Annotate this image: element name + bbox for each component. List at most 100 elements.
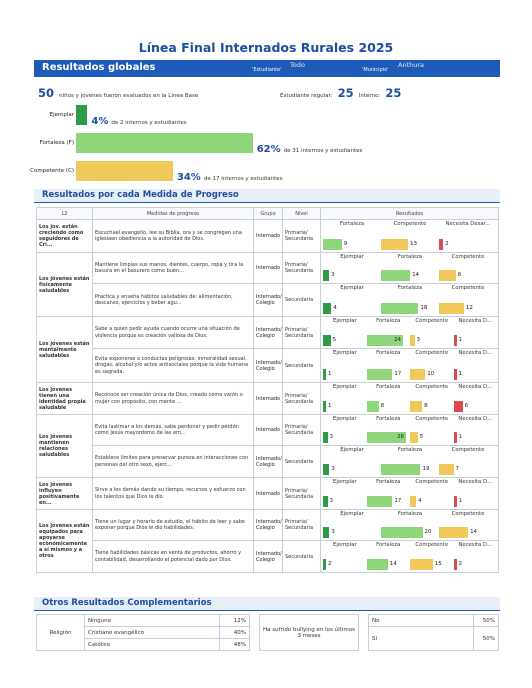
result-cell: 9	[323, 239, 377, 250]
result-bar	[410, 432, 418, 443]
result-cell: 3	[410, 335, 450, 346]
col-nivel: Nivel	[282, 207, 321, 220]
religion-pct: 48%	[219, 638, 250, 651]
global-bar-detail: de 17 internos y estudiantes	[203, 176, 283, 182]
table-row: Evita exponerse a conductas peligrosas: …	[37, 348, 499, 383]
row-grupo: Internado	[253, 382, 283, 415]
row-grupo: Internado/ Colegio	[253, 540, 283, 573]
municipio-filter-label: 'Municipio'	[362, 67, 389, 73]
result-bar	[323, 270, 330, 281]
row-measure: Tiene habilidades básicas en venta de pr…	[92, 540, 254, 573]
result-cell: 3	[323, 432, 363, 443]
row-measure: Tiene un lugar y horario de estudio, el …	[92, 509, 254, 541]
result-cell: 1	[453, 369, 494, 380]
global-bar	[76, 105, 88, 125]
row-measure: Establece límites para preservar pureza …	[92, 445, 254, 478]
progress-area: Los jóvenes están equipados para apoyars…	[36, 509, 93, 573]
result-label: Competente	[415, 384, 449, 390]
result-cell: 1	[323, 369, 363, 380]
result-label: Necesita D...	[458, 542, 493, 548]
global-bar-annotation: 34% de 17 internos y estudiantes	[177, 165, 283, 184]
global-bar-label: Fortaleza (F)	[39, 140, 75, 146]
result-cell: 14	[381, 270, 435, 281]
row-grupo: Internado	[253, 252, 283, 284]
result-cell: 15	[410, 559, 450, 570]
result-label: Fortaleza	[376, 318, 401, 324]
religion-item: Cristiano evangélico	[84, 626, 220, 639]
result-label: Ejemplar	[333, 542, 357, 548]
row-measure: Reconoce ser creación única de Dios, cre…	[92, 382, 254, 415]
progress-area-label: Los jóvenes influyen positivamente en...	[39, 481, 80, 506]
result-bar	[323, 559, 327, 570]
global-bar-percent: 62%	[256, 144, 281, 155]
result-label: Fortaleza	[397, 285, 423, 291]
progress-section-title: Resultados por cada Medida de Progreso	[34, 189, 500, 203]
result-bar	[410, 401, 423, 412]
global-bar-detail: de 31 internos y estudiantes	[283, 148, 363, 154]
result-bar	[410, 496, 417, 507]
row-measure: Escuchael evangelio, lee su Biblia, ora …	[92, 219, 254, 253]
result-label: Ejemplar	[333, 416, 357, 422]
table-row: Los jov. están creciendo como seguidores…	[36, 219, 499, 253]
result-label: Competente	[451, 511, 485, 517]
table-row: Los jóvenes están mentalmente saludables…	[36, 316, 499, 383]
result-label: Fortaleza	[397, 447, 423, 453]
estudiante-filter-value[interactable]: Todo	[290, 61, 305, 69]
result-bar	[453, 496, 457, 507]
result-label: Ejemplar	[340, 511, 364, 517]
result-bar	[323, 527, 330, 538]
result-bar	[381, 303, 419, 314]
result-cell: 19	[381, 464, 435, 475]
result-bar	[381, 527, 423, 538]
result-cell: 1	[453, 432, 494, 443]
result-cell: 20	[381, 527, 435, 538]
result-value: 9	[343, 241, 348, 247]
result-cell: 8	[439, 270, 493, 281]
result-label: Competente	[415, 350, 449, 356]
result-value: 5	[332, 337, 337, 343]
result-bar	[323, 369, 326, 380]
row-nivel: Primaria/ Secundaria	[282, 509, 321, 541]
result-bar	[439, 464, 454, 475]
bullying-question: Ha sufrido bullying en los últimos 3 mes…	[259, 614, 359, 651]
row-nivel: Primaria/ Secundaria	[282, 252, 321, 284]
result-label: Ejemplar	[340, 254, 364, 260]
result-bar	[323, 303, 332, 314]
other-section-title: Otros Resultados Complementarios	[34, 597, 500, 611]
table-row: Tiene habilidades básicas en venta de pr…	[37, 540, 499, 573]
row-grupo: Internado	[253, 477, 283, 510]
result-bar	[453, 559, 457, 570]
result-bar	[366, 432, 406, 443]
row-grupo: Internado	[253, 219, 283, 253]
municipio-filter-value[interactable]: Anthura	[398, 61, 425, 69]
student-type-summary: Estudiante regular: 25 Interno: 25	[280, 82, 401, 101]
row-grupo: Internado/ Colegio	[253, 509, 283, 541]
regular-label: Estudiante regular:	[280, 93, 333, 99]
result-value: 1	[328, 371, 332, 377]
progress-area: Los jóvenes mantienen relaciones saludab…	[36, 414, 93, 478]
global-bar-annotation: 4% de 2 internos y estudiantes	[91, 109, 186, 128]
religion-pct: 12%	[219, 614, 250, 627]
result-value: 3	[331, 466, 335, 472]
row-results: Ejemplar Fortaleza Competente Necesita D...…	[320, 477, 499, 510]
evaluated-text: niños y jóvenes fueron evaluados en la L…	[59, 93, 199, 99]
result-cell: 13	[381, 239, 435, 250]
result-label: Competente	[451, 285, 485, 291]
result-cell: 17	[366, 369, 407, 380]
result-value: 8	[457, 272, 462, 278]
row-results: Ejemplar Fortaleza Competente 3 19 7	[320, 445, 499, 478]
result-label: Fortaleza	[376, 479, 401, 485]
result-bar	[323, 335, 331, 346]
table-row: Los jóvenes mantienen relaciones saludab…	[36, 414, 499, 478]
result-value: 4	[333, 305, 337, 311]
result-cell: 5	[323, 335, 363, 346]
global-bar-percent: 4%	[91, 116, 109, 127]
result-cell: 4	[410, 496, 450, 507]
col-medidas: Medidas de progreso	[92, 207, 254, 220]
result-bar	[439, 239, 444, 250]
other-results-table: Religión Ninguno 12% Ha sufrido bullying…	[36, 614, 499, 651]
result-value: 20	[424, 529, 432, 535]
result-value: 14	[412, 272, 420, 278]
global-bar-detail: de 2 internos y estudiantes	[111, 120, 187, 126]
result-label: Necesita D...	[458, 479, 493, 485]
